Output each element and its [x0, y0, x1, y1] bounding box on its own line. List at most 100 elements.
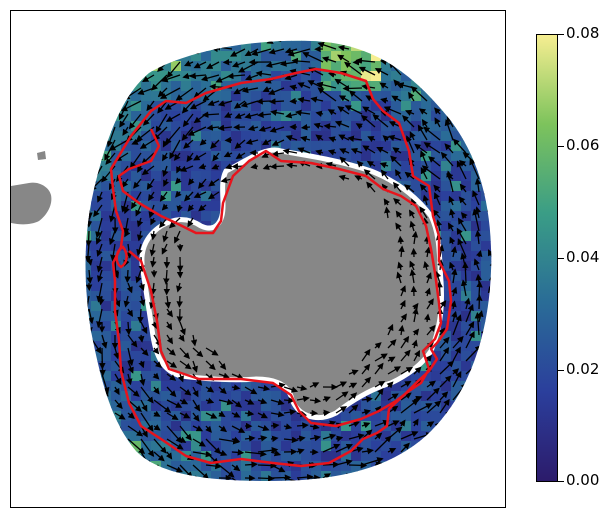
heatmap-cell [111, 481, 122, 492]
heatmap-cell [351, 101, 362, 112]
heatmap-cell [321, 441, 332, 452]
heatmap-cell [351, 81, 362, 92]
heatmap-cell [291, 441, 302, 452]
heatmap-cell [371, 81, 382, 92]
velocity-arrow [126, 282, 133, 294]
velocity-arrow [126, 308, 133, 318]
velocity-arrow [335, 435, 344, 442]
velocity-arrow [285, 135, 298, 142]
velocity-arrow [127, 464, 150, 475]
heatmap-cell [91, 71, 102, 82]
velocity-arrow [399, 285, 406, 297]
heatmap-cell [281, 141, 292, 152]
heatmap-cell [85, 51, 92, 62]
heatmap-cell [141, 61, 152, 72]
velocity-arrow [218, 386, 227, 395]
heatmap-cell [451, 141, 462, 152]
velocity-arrow [231, 425, 246, 433]
heatmap-cell [461, 211, 472, 222]
velocity-arrow [166, 477, 179, 481]
heatmap-cell [471, 321, 482, 332]
velocity-arrow [234, 112, 246, 119]
heatmap-cell [491, 291, 492, 302]
heatmap-cell [301, 141, 312, 152]
heatmap-cell [91, 481, 102, 492]
heatmap-cell [151, 221, 162, 232]
heatmap-cell [91, 291, 102, 302]
heatmap-cell [421, 41, 432, 52]
velocity-arrow [376, 147, 389, 154]
heatmap-cell [191, 441, 202, 452]
velocity-arrow [363, 169, 376, 180]
heatmap-cell [371, 61, 382, 72]
velocity-arrow [100, 74, 116, 83]
velocity-arrow [482, 114, 492, 128]
velocity-arrow [138, 360, 145, 369]
velocity-arrow [313, 122, 324, 129]
heatmap-cell [441, 121, 452, 132]
heatmap-cell [261, 131, 272, 142]
heatmap-cell [71, 361, 82, 372]
velocity-arrow [257, 447, 279, 454]
velocity-arrow [374, 419, 390, 427]
velocity-arrow [451, 268, 458, 284]
heatmap-cell [431, 111, 442, 122]
heatmap-cell [111, 51, 122, 62]
heatmap-cell [201, 211, 212, 222]
heatmap-cell [321, 71, 332, 82]
heatmap-cell [471, 41, 482, 52]
heatmap-cell [491, 91, 492, 102]
heatmap-cell [381, 141, 392, 152]
velocity-arrow [383, 198, 390, 206]
velocity-arrow [112, 269, 120, 279]
heatmap-cell [371, 471, 382, 481]
velocity-arrow [126, 373, 133, 386]
velocity-arrow [166, 399, 183, 408]
colorbar-tick-0.04 [558, 258, 564, 259]
heatmap-cell [291, 421, 302, 432]
velocity-arrow [123, 295, 130, 308]
velocity-arrow [300, 34, 310, 36]
velocity-arrow [468, 98, 480, 115]
heatmap-cell [441, 111, 452, 122]
heatmap-cell [211, 211, 222, 222]
velocity-arrow [492, 474, 498, 478]
heatmap-cell [491, 451, 492, 462]
heatmap-cell [131, 111, 142, 122]
velocity-arrow [166, 61, 181, 79]
heatmap-cell [85, 411, 92, 422]
heatmap-cell [141, 421, 152, 432]
velocity-arrow [379, 82, 389, 89]
heatmap-cell [471, 421, 482, 432]
velocity-arrow [85, 451, 87, 470]
velocity-arrow [374, 353, 388, 362]
heatmap-cell [471, 40, 482, 42]
velocity-arrow [422, 194, 429, 206]
heatmap-cell [211, 91, 222, 102]
velocity-arrow [238, 34, 258, 36]
heatmap-cell [85, 81, 92, 92]
heatmap-cell [461, 71, 472, 82]
velocity-arrow [452, 138, 467, 154]
velocity-arrow [489, 217, 492, 224]
velocity-arrow [339, 148, 350, 155]
velocity-arrow [161, 203, 169, 211]
velocity-arrow [188, 178, 195, 186]
velocity-arrow [224, 163, 233, 170]
heatmap-cell [291, 61, 302, 72]
heatmap-cell [71, 411, 82, 422]
velocity-arrow [166, 347, 176, 356]
heatmap-cell [131, 181, 142, 192]
heatmap-cell [461, 431, 472, 442]
heatmap-cell [91, 261, 102, 272]
heatmap-cell [391, 101, 402, 112]
velocity-arrow [76, 400, 78, 411]
velocity-arrow [485, 58, 492, 65]
heatmap-cell [251, 61, 262, 72]
velocity-arrow [152, 372, 160, 380]
velocity-arrow [96, 256, 103, 273]
velocity-arrow [192, 475, 201, 481]
velocity-arrow [474, 230, 482, 245]
heatmap-cell [461, 181, 472, 192]
heatmap-cell [451, 111, 462, 122]
